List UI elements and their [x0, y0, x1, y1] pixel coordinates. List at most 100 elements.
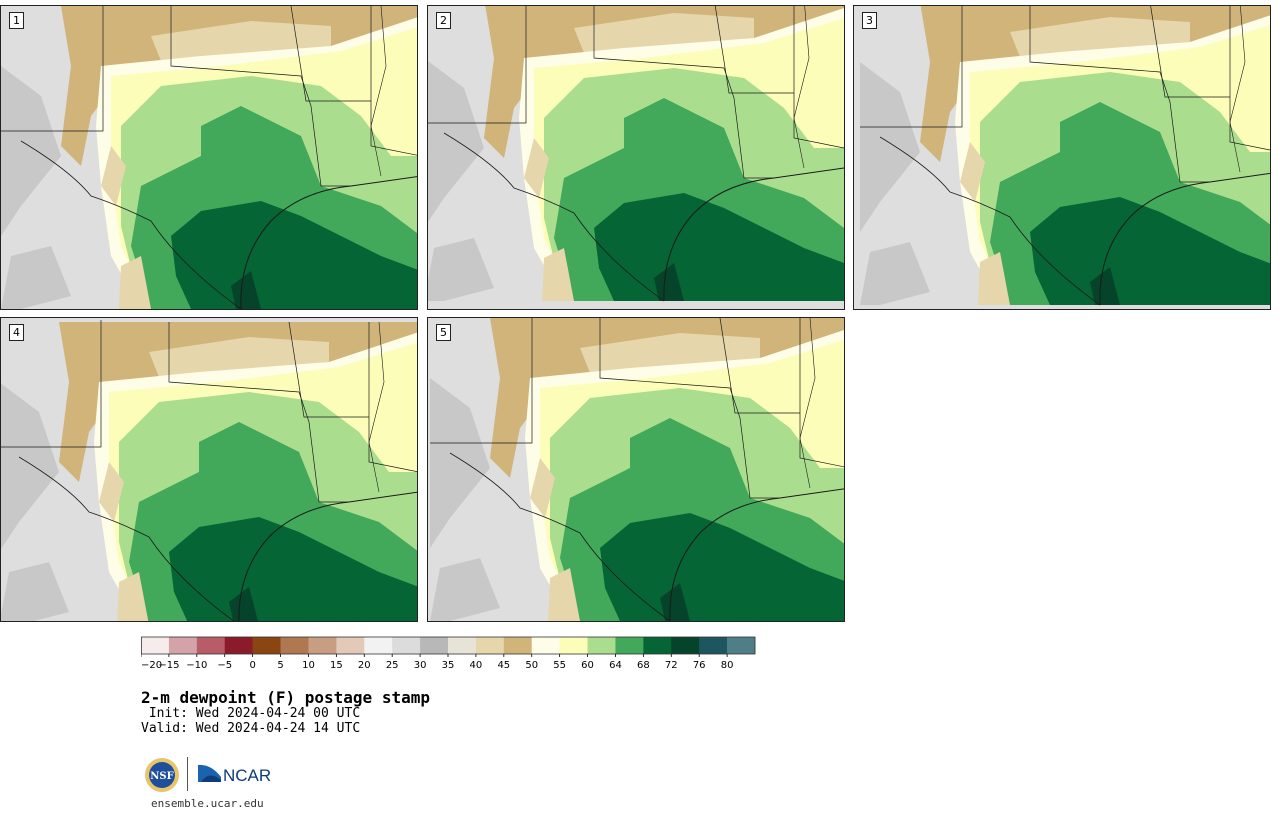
- dewpoint-band-72: [231, 271, 261, 309]
- colorbar-swatch: [280, 637, 309, 654]
- terrain-patch: [530, 458, 555, 518]
- terrain-gray-patch: [1, 383, 59, 549]
- international-border: [449, 452, 671, 621]
- state-border: [1229, 6, 1270, 151]
- ncar-logo-text: NCAR: [223, 766, 271, 785]
- mississippi-river: [799, 318, 816, 489]
- colorbar-swatch: [475, 637, 505, 654]
- dewpoint-band-68: [1030, 197, 1270, 305]
- colorbar-tick-label: 10: [302, 660, 315, 671]
- dewpoint-band-68: [594, 193, 844, 301]
- terrain-patch: [960, 142, 985, 202]
- state-border: [288, 321, 369, 418]
- member-panel-5: 5: [427, 317, 845, 622]
- dewpoint-band-40: [574, 13, 754, 53]
- colorbar-tick-label: 5: [277, 660, 283, 671]
- colorbar-swatch: [643, 637, 672, 654]
- colorbar-tick-label: 55: [553, 660, 566, 671]
- terrain-patch: [524, 138, 549, 198]
- colorbar-swatch: [420, 637, 449, 654]
- mississippi-river: [1229, 6, 1246, 173]
- colorbar-tick-label: 68: [637, 660, 650, 671]
- dewpoint-band-40: [580, 333, 760, 373]
- valid-time: Valid: Wed 2024-04-24 14 UTC: [141, 721, 361, 736]
- colorbar-swatch: [224, 637, 253, 654]
- colorbar-swatch: [615, 637, 644, 654]
- terrain-gray-patch: [1, 66, 61, 236]
- ncar-logo: NCAR: [198, 764, 271, 785]
- state-border: [593, 6, 735, 99]
- state-border: [793, 6, 844, 149]
- mississippi-river: [368, 321, 385, 493]
- colorbar-swatch: [727, 637, 756, 654]
- state-border: [1150, 6, 1230, 98]
- terrain-gray-patch: [860, 242, 930, 305]
- dewpoint-band-72: [229, 587, 258, 621]
- nsf-logo-text: NSF: [150, 771, 173, 782]
- international-border: [18, 456, 235, 621]
- dewpoint-band-72: [660, 583, 690, 621]
- member-panel-2: 2: [427, 5, 845, 310]
- colorbar-swatch: [141, 637, 170, 654]
- gulf-coastline: [669, 488, 844, 621]
- dewpoint-band-40: [1010, 17, 1190, 57]
- dewpoint-band-72: [1090, 267, 1120, 305]
- state-border: [799, 318, 844, 468]
- colorbar-swatch: [448, 637, 477, 654]
- colorbar-tick-label: −20: [141, 660, 162, 671]
- dewpoint-band-68: [600, 513, 844, 621]
- state-border: [308, 421, 349, 503]
- footer-url: ensemble.ucar.edu: [151, 797, 264, 810]
- terrain-patch: [99, 462, 124, 522]
- terrain-patch: [548, 568, 580, 621]
- colorbar-tick-label: 64: [609, 660, 622, 671]
- dewpoint-band-45: [484, 6, 844, 158]
- state-border: [310, 105, 351, 187]
- state-border: [168, 322, 310, 423]
- member-number-label: 1: [9, 12, 24, 29]
- dewpoint-band-68: [169, 517, 417, 621]
- member-number-label: 5: [436, 324, 451, 341]
- colorbar-tick-label: 0: [249, 660, 255, 671]
- colorbar-tick-label: −10: [186, 660, 207, 671]
- international-border: [879, 136, 1101, 306]
- logo-divider: [187, 757, 188, 791]
- colorbar-swatch: [308, 637, 337, 654]
- dewpoint-band-45: [920, 6, 1270, 162]
- terrain-patch: [119, 256, 151, 309]
- terrain-gray-patch: [428, 61, 484, 222]
- colorbar-tick-label: 50: [525, 660, 538, 671]
- state-border: [860, 6, 963, 128]
- colorbar-tick-label: 20: [358, 660, 371, 671]
- colorbar-tick-label: 72: [665, 660, 678, 671]
- colorbar-swatch: [671, 637, 700, 654]
- nsf-logo: NSF: [145, 758, 179, 792]
- state-border: [739, 417, 780, 499]
- gulf-coastline: [1099, 172, 1270, 306]
- gulf-coastline: [238, 491, 417, 621]
- colorbar-tick-label: −5: [217, 660, 232, 671]
- colorbar-tick-label: 15: [330, 660, 343, 671]
- state-border: [170, 6, 312, 107]
- state-border: [368, 322, 417, 472]
- colorbar-swatch: [699, 637, 728, 654]
- dewpoint-band-40: [149, 337, 329, 377]
- member-number-label: 3: [862, 12, 877, 29]
- colorbar-tick-label: 80: [721, 660, 734, 671]
- member-number-label: 2: [436, 12, 451, 29]
- gulf-coastline: [663, 167, 844, 302]
- member-panel-4: 4: [0, 317, 418, 622]
- terrain-gray-patch: [860, 62, 920, 232]
- state-border: [1, 6, 104, 132]
- colorbar-swatch: [336, 637, 365, 654]
- colorbar-tick-label: 30: [414, 660, 427, 671]
- state-border: [290, 6, 371, 102]
- terrain-patch: [101, 146, 126, 206]
- terrain-gray-patch: [1, 562, 69, 621]
- colorbar-swatch: [168, 637, 198, 654]
- international-border: [443, 132, 665, 302]
- colorbar-swatch: [252, 637, 281, 654]
- init-time: Init: Wed 2024-04-24 00 UTC: [141, 706, 361, 721]
- state-border: [1029, 6, 1171, 103]
- terrain-gray-patch: [428, 238, 494, 301]
